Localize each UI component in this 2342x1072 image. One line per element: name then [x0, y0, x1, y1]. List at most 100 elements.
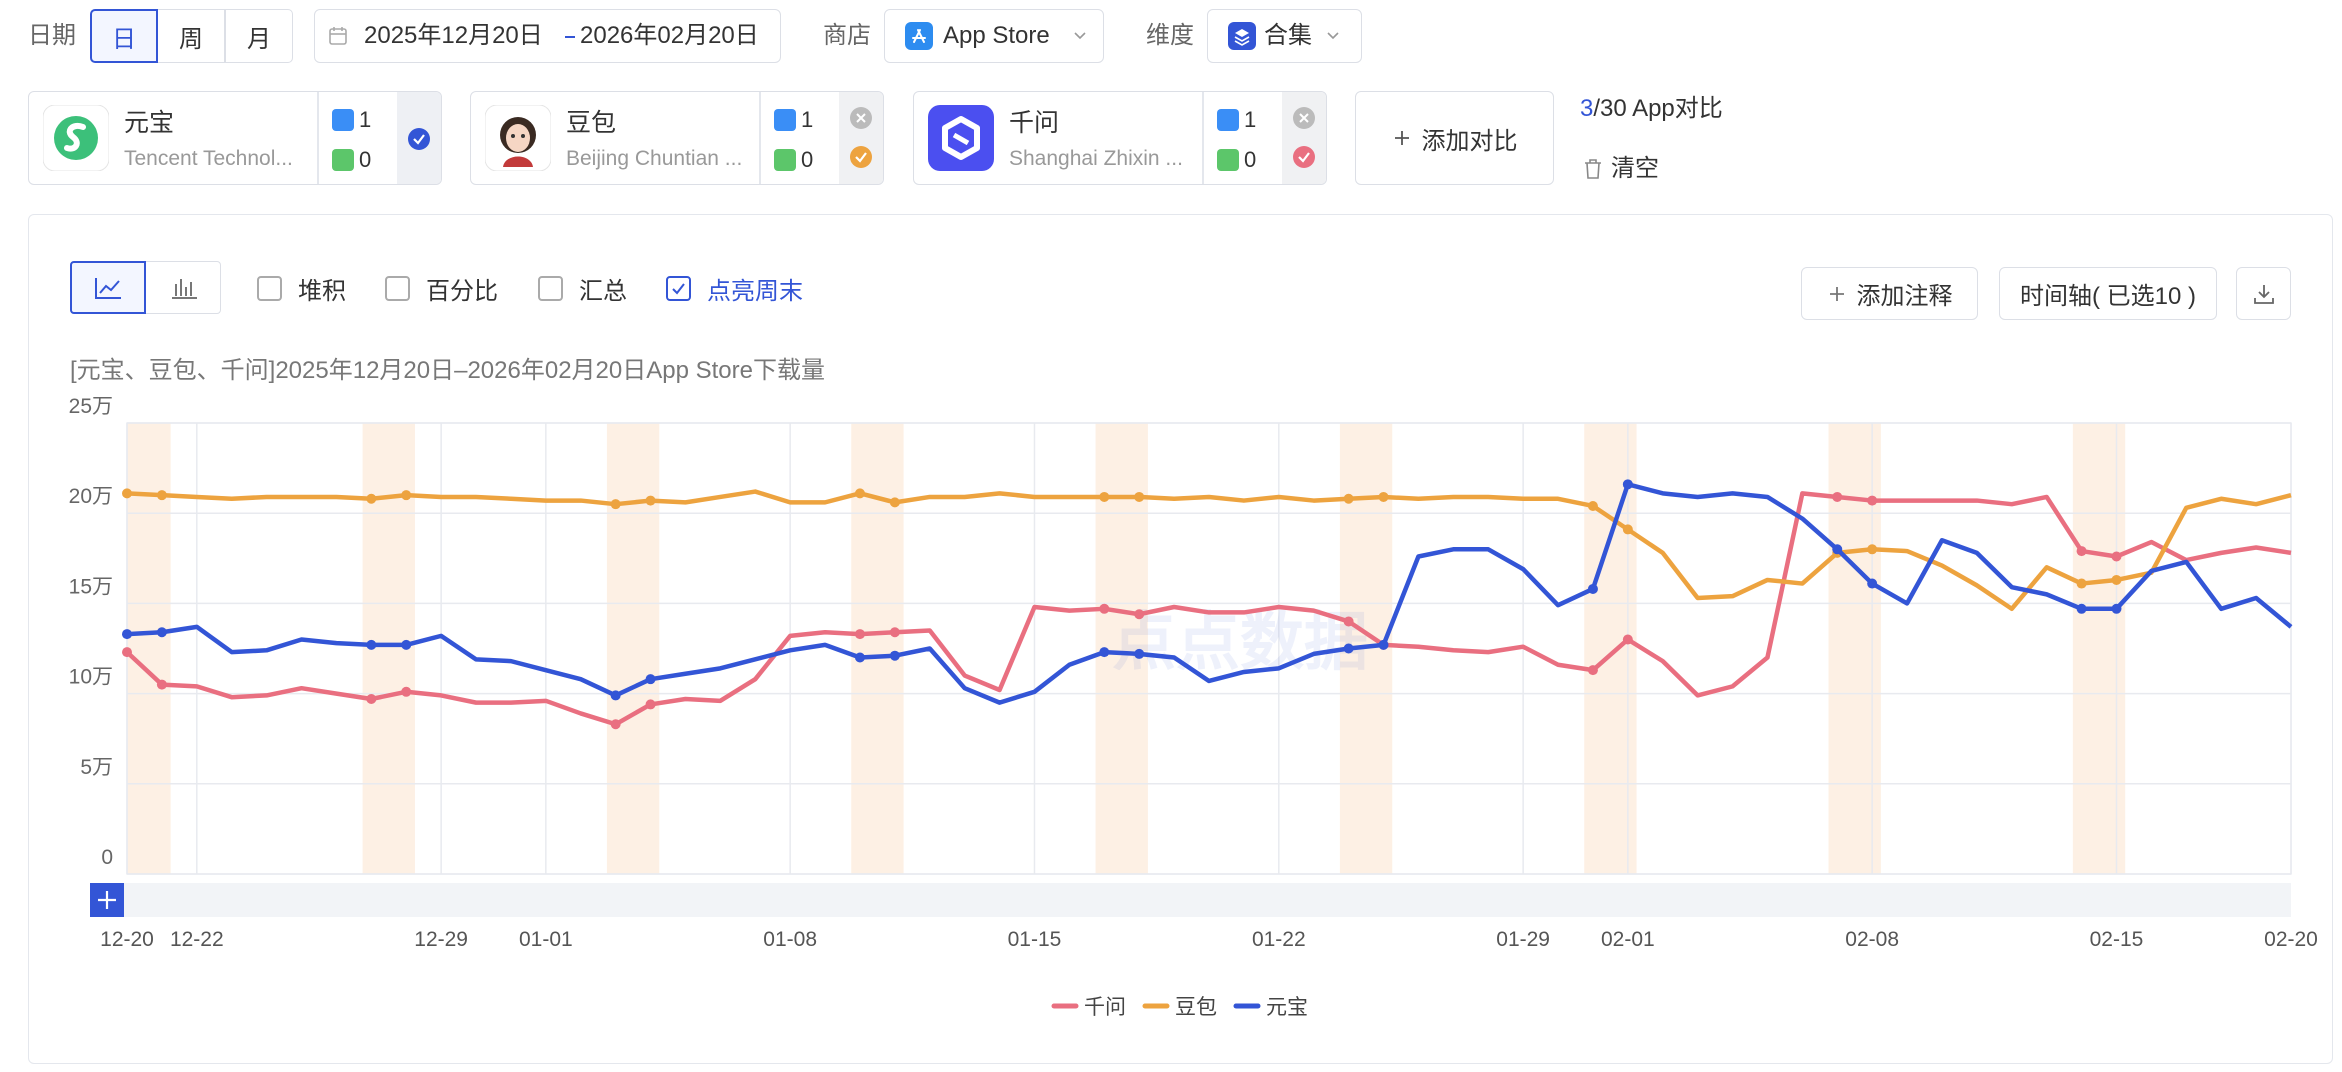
remove-icon[interactable] — [1293, 107, 1315, 129]
point — [156, 627, 167, 638]
android-badge — [332, 149, 354, 171]
checkbox-label: 百分比 — [426, 277, 498, 305]
series-line — [125, 491, 2292, 727]
x-tick-label: 01-29 — [1496, 928, 1550, 951]
point — [366, 639, 377, 650]
chart-title: [元宝、豆包、千问]2025年12月20日–2026年02月20日App Sto… — [70, 357, 825, 384]
line-chart-icon — [95, 277, 121, 299]
point — [889, 497, 900, 508]
store-select[interactable]: App Store — [884, 9, 1104, 63]
check-icon[interactable] — [408, 128, 430, 150]
point — [1622, 524, 1633, 535]
option-checkbox[interactable]: 汇总 — [538, 272, 627, 305]
add-compare-button[interactable]: 添加对比 — [1355, 91, 1554, 185]
dimension-select[interactable]: 合集 — [1207, 9, 1362, 63]
legend-label: 元宝 — [1266, 996, 1308, 1019]
point — [1587, 500, 1598, 511]
point — [610, 499, 621, 510]
point — [645, 495, 656, 506]
collection-icon — [1228, 22, 1256, 50]
point — [401, 686, 412, 697]
period-option[interactable]: 日 — [90, 9, 158, 63]
android-badge-count: 0 — [359, 147, 372, 172]
compare-limit: /30 App对比 — [1593, 95, 1723, 122]
app-icon — [484, 104, 552, 172]
check-icon[interactable] — [1293, 146, 1315, 168]
x-tick-label: 02-08 — [1845, 928, 1899, 951]
period-option[interactable]: 周 — [157, 9, 225, 63]
weekend-band — [153, 423, 171, 874]
app-card[interactable]: 千问 Shanghai Zhixin ... 1 0 — [913, 91, 1327, 185]
app-company: Tencent Technol... — [124, 147, 293, 170]
y-tick-label: 25万 — [69, 395, 113, 418]
option-checkbox[interactable]: 堆积 — [257, 272, 346, 305]
ios-badge-count: 1 — [1244, 107, 1257, 132]
point — [1867, 495, 1878, 506]
checkbox — [257, 275, 282, 301]
point — [1587, 665, 1598, 676]
y-tick-label: 5万 — [80, 756, 113, 779]
line-chart-button[interactable] — [70, 261, 146, 314]
app-card[interactable]: 元宝 Tencent Technol... 1 0 — [28, 91, 442, 185]
ios-badge — [774, 109, 796, 131]
timeline-button[interactable]: 时间轴( 已选10 ) — [1999, 267, 2217, 320]
point — [1622, 634, 1633, 645]
point — [122, 488, 132, 499]
app-company: Beijing Chuntian ... — [566, 147, 743, 170]
dimension-value: 合集 — [1264, 22, 1312, 49]
x-tick-label: 01-01 — [519, 928, 573, 951]
point — [1343, 643, 1354, 654]
date-separator — [565, 36, 575, 38]
y-tick-label: 15万 — [69, 575, 113, 598]
check-icon[interactable] — [850, 146, 872, 168]
add-compare-text: 添加对比 — [1421, 127, 1518, 155]
option-checkbox[interactable]: 百分比 — [385, 272, 498, 305]
divider — [759, 92, 761, 184]
app-name: 元宝 — [124, 109, 175, 137]
calendar-icon — [329, 27, 347, 45]
x-tick-label: 02-01 — [1601, 928, 1655, 951]
app-icon — [42, 104, 110, 172]
app-name: 豆包 — [566, 109, 617, 137]
series-line — [126, 482, 2293, 705]
compare-count: 3/30 App对比 — [1580, 92, 1723, 126]
option-checkbox[interactable]: 点亮周末 — [666, 272, 803, 305]
point — [401, 639, 412, 650]
point — [889, 650, 900, 661]
android-badge-count: 0 — [801, 147, 814, 172]
x-tick-label: 02-15 — [2090, 928, 2144, 951]
checkbox — [666, 275, 691, 301]
point — [122, 647, 132, 658]
card-status — [839, 92, 883, 184]
add-note-text: 添加注释 — [1856, 283, 1953, 310]
remove-icon[interactable] — [850, 107, 872, 129]
period-option[interactable]: 月 — [225, 9, 293, 63]
app-company: Shanghai Zhixin ... — [1009, 147, 1183, 170]
point — [156, 679, 167, 690]
point — [366, 694, 377, 705]
clear-button[interactable]: 清空 — [1583, 152, 1659, 186]
y-tick-label: 10万 — [69, 666, 113, 689]
point — [1099, 647, 1110, 658]
bar-chart-button[interactable] — [146, 261, 221, 314]
point — [1378, 491, 1389, 502]
app-name: 千问 — [1009, 109, 1060, 137]
point — [889, 627, 900, 638]
point — [2111, 574, 2122, 585]
date-label: 日期 — [28, 22, 76, 49]
point — [1343, 493, 1354, 504]
point — [401, 490, 412, 501]
timeline-text: 时间轴( 已选10 ) — [2019, 283, 2196, 310]
download-button[interactable] — [2236, 267, 2291, 320]
chevron-down — [1327, 32, 1339, 40]
add-note-button[interactable]: 添加注释 — [1801, 267, 1978, 320]
y-tick-label: 20万 — [69, 485, 113, 508]
app-card[interactable]: 豆包 Beijing Chuntian ... 1 0 — [470, 91, 884, 185]
plus-icon — [1829, 286, 1844, 301]
ios-badge-count: 1 — [359, 107, 372, 132]
checkbox-label: 汇总 — [579, 277, 627, 305]
date-range-picker[interactable]: 2025年12月20日 2026年02月20日 — [314, 9, 781, 63]
ios-badge — [332, 109, 354, 131]
point — [1587, 583, 1598, 594]
point — [1099, 603, 1110, 614]
